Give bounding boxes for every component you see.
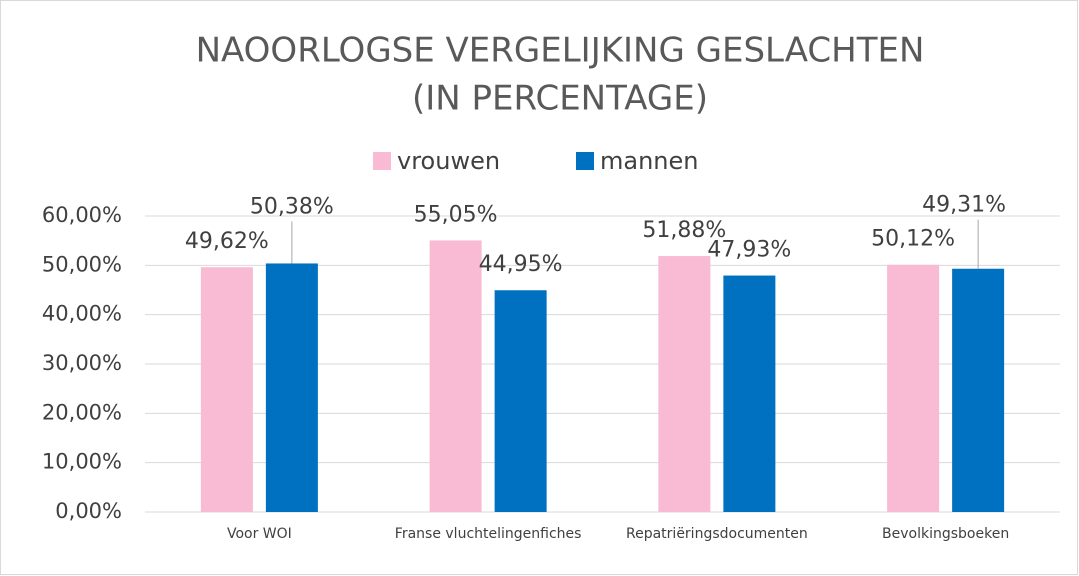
- data-label: 47,93%: [707, 238, 791, 263]
- bar: [265, 263, 318, 512]
- x-tick-label: Bevolkingsboeken: [882, 526, 1009, 542]
- legend-label: mannen: [600, 147, 698, 175]
- data-label: 51,88%: [642, 218, 726, 243]
- legend-swatch: [576, 152, 594, 170]
- y-tick-label: 60,00%: [42, 203, 122, 227]
- y-tick-label: 10,00%: [42, 450, 122, 474]
- bar: [723, 275, 776, 512]
- y-tick-label: 30,00%: [42, 351, 122, 375]
- bar: [887, 264, 940, 512]
- bar: [952, 268, 1005, 512]
- data-label: 49,62%: [185, 229, 269, 254]
- data-label: 50,38%: [250, 194, 334, 219]
- bar: [200, 267, 253, 512]
- bar: [658, 256, 711, 512]
- bar: [494, 290, 547, 512]
- data-label: 55,05%: [414, 202, 498, 227]
- data-label: 44,95%: [479, 252, 563, 277]
- x-tick-label: Voor WOI: [227, 526, 292, 542]
- x-tick-label: Franse vluchtelingenfiches: [395, 526, 582, 542]
- chart-title: NAOORLOGSE VERGELIJKING GESLACHTEN: [196, 31, 925, 71]
- bar: [429, 240, 482, 513]
- legend-label: vrouwen: [397, 147, 500, 175]
- legend-swatch: [373, 152, 391, 170]
- data-label: 49,31%: [922, 193, 1006, 218]
- chart-title: (IN PERCENTAGE): [412, 79, 708, 119]
- y-tick-label: 0,00%: [55, 499, 122, 523]
- y-tick-label: 40,00%: [42, 302, 122, 326]
- x-tick-label: Repatriëringsdocumenten: [626, 526, 808, 542]
- y-tick-label: 50,00%: [42, 252, 122, 276]
- y-tick-label: 20,00%: [42, 400, 122, 424]
- data-label: 50,12%: [871, 227, 955, 252]
